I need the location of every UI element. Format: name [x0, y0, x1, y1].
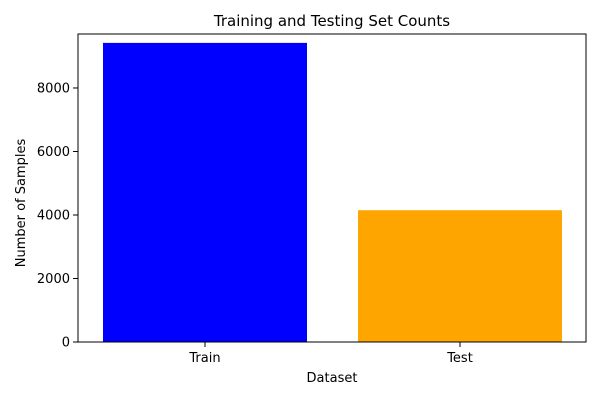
x-axis-label: Dataset [307, 371, 358, 386]
bar-train [103, 42, 307, 343]
y-tick-label: 4000 [37, 208, 70, 223]
y-tick-label: 2000 [37, 272, 70, 287]
bars-layer [103, 42, 562, 343]
y-axis-label: Number of Samples [14, 139, 29, 268]
y-tick-label: 8000 [37, 81, 70, 96]
bar-test [358, 210, 562, 342]
y-tick-label: 6000 [37, 145, 70, 160]
y-tick-label: 0 [62, 336, 70, 351]
chart-title: Training and Testing Set Counts [213, 12, 450, 30]
x-tick-label: Train [188, 351, 220, 366]
y-axis-ticks: 0 2000 4000 6000 8000 [37, 81, 78, 351]
x-axis-ticks: Train Test [188, 342, 473, 366]
x-tick-label: Test [446, 351, 473, 366]
plot-frame [77, 33, 587, 343]
